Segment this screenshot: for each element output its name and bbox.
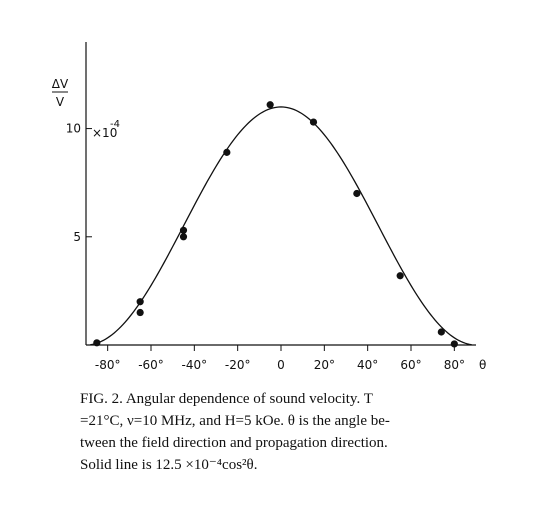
y-multiplier: ×10 (92, 126, 117, 140)
caption-line-4: Solid line is 12.5 ×10⁻⁴cos²θ. (80, 457, 258, 473)
data-point (136, 298, 144, 306)
x-tick-label: 80° (444, 358, 465, 372)
data-point (437, 328, 445, 336)
x-tick-label: -20° (225, 358, 251, 372)
data-point (136, 308, 144, 317)
data-point (309, 118, 318, 126)
y-label-numerator: ΔV (52, 77, 69, 91)
x-tick-label: -40° (182, 358, 208, 372)
figure-caption: FIG. 2. Angular dependence of sound velo… (80, 388, 520, 476)
y-multiplier-exponent: -4 (110, 119, 120, 130)
data-point (179, 226, 188, 234)
x-axis: -80° -60° -40° -20° 0 20° 40° 60° 80° (95, 345, 465, 372)
caption-line-3: tween the field direction and propagatio… (80, 435, 388, 451)
data-point (93, 339, 101, 347)
data-point (353, 189, 361, 198)
data-point (223, 148, 231, 156)
chart: -80° -60° -40° -20° 0 20° 40° 60° 80° 5 10 ΔV V ×… (52, 42, 486, 372)
data-point (179, 233, 188, 241)
caption-line-1: FIG. 2. Angular dependence of sound velo… (80, 391, 373, 407)
x-tick-label: 0 (277, 358, 285, 372)
x-tick-label: -80° (95, 358, 121, 372)
x-label: θ (479, 358, 486, 372)
data-point (450, 340, 458, 348)
plot-frame (85, 42, 476, 346)
fit-curve (90, 106, 472, 346)
y-label-denominator: V (56, 95, 65, 109)
y-tick-label: 5 (73, 230, 81, 244)
caption-line-2: =21°C, ν=10 MHz, and H=5 kOe. θ is the a… (80, 413, 390, 429)
data-points (93, 101, 458, 348)
x-tick-label: -60° (138, 358, 164, 372)
y-axis: 5 10 (66, 122, 92, 244)
data-point (266, 101, 274, 109)
x-tick-label: 40° (357, 358, 378, 372)
y-tick-label: 10 (66, 122, 81, 136)
x-tick-label: 60° (400, 358, 421, 372)
x-tick-label: 20° (314, 358, 335, 372)
data-point (396, 272, 404, 280)
